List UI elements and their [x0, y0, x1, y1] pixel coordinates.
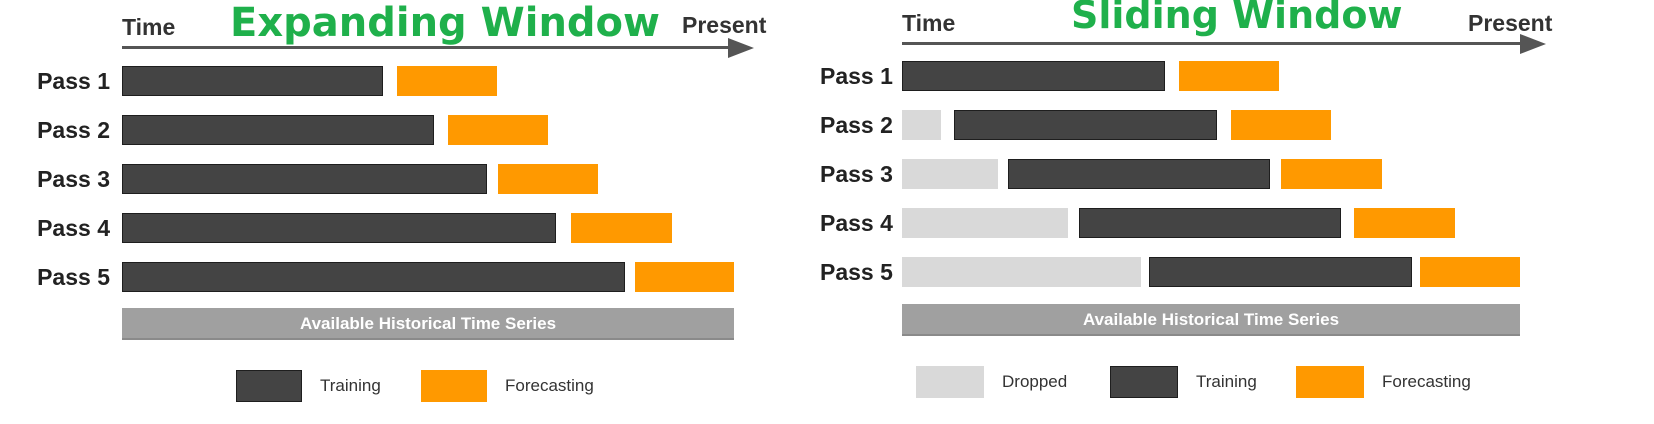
time-axis-line [902, 42, 1524, 45]
forecasting-segment [635, 262, 734, 292]
forecasting-segment [447, 115, 548, 145]
time-axis-arrowhead [1520, 34, 1546, 54]
legend-forecasting-swatch [421, 370, 487, 402]
training-segment [902, 61, 1165, 91]
pass-row: Pass 5 [820, 255, 1654, 289]
pass-label: Pass 3 [820, 161, 893, 187]
time-axis-line [122, 46, 728, 49]
training-segment [122, 164, 487, 194]
pass-label: Pass 5 [820, 259, 893, 285]
legend-training-swatch [236, 370, 302, 402]
pass-label: Pass 2 [37, 117, 110, 143]
pass-row: Pass 3 [0, 162, 820, 196]
training-segment [1007, 159, 1270, 189]
pass-row: Pass 4 [820, 206, 1654, 240]
history-bar: Available Historical Time Series [902, 304, 1520, 336]
forecasting-segment [1354, 208, 1456, 238]
legend-training-swatch [1110, 366, 1178, 398]
history-bar: Available Historical Time Series [122, 308, 734, 340]
forecasting-segment [1230, 110, 1332, 140]
training-segment [122, 115, 434, 145]
pass-label: Pass 1 [37, 68, 110, 94]
expanding-window-title: Expanding Window [230, 0, 660, 46]
legend-forecasting-label: Forecasting [505, 376, 594, 395]
pass-label: Pass 5 [37, 264, 110, 290]
pass-row: Pass 3 [820, 157, 1654, 191]
forecasting-segment [1281, 159, 1382, 189]
pass-label: Pass 2 [820, 112, 893, 138]
expanding-window-panel: Expanding Window Time Present Pass 1 Pass… [0, 0, 820, 424]
training-segment [953, 110, 1217, 140]
time-axis-end-label: Present [1468, 10, 1553, 36]
pass-row: Pass 2 [0, 113, 820, 147]
legend-dropped-label: Dropped [1002, 372, 1068, 391]
dropped-segment [902, 208, 1069, 238]
pass-row: Pass 1 [820, 59, 1654, 93]
forecasting-segment [1419, 257, 1520, 287]
pass-label: Pass 1 [820, 63, 893, 89]
forecasting-segment [396, 66, 497, 96]
legend-forecasting-swatch [1296, 366, 1364, 398]
training-segment [1079, 208, 1342, 238]
time-axis-start-label: Time [902, 10, 956, 36]
forecasting-segment [1178, 61, 1279, 91]
legend-training-label: Training [320, 376, 381, 395]
training-segment [122, 262, 626, 292]
dropped-segment [902, 257, 1142, 287]
training-segment [122, 66, 384, 96]
legend-training-label: Training [1196, 372, 1257, 391]
pass-row: Pass 1 [0, 64, 820, 98]
forecasting-segment [497, 164, 599, 194]
training-segment [122, 213, 556, 243]
legend-forecasting-label: Forecasting [1382, 372, 1471, 391]
pass-row: Pass 5 [0, 260, 820, 294]
time-axis-end-label: Present [682, 12, 767, 38]
sliding-window-panel: Sliding Window Time Present Pass 1 Pass 2… [820, 0, 1654, 424]
forecasting-segment [571, 213, 673, 243]
legend-dropped-swatch [916, 366, 984, 398]
dropped-segment [902, 110, 941, 140]
pass-row: Pass 2 [820, 108, 1654, 142]
time-axis-start-label: Time [122, 14, 176, 40]
pass-row: Pass 4 [0, 211, 820, 245]
time-axis-arrowhead [728, 38, 754, 58]
pass-label: Pass 3 [37, 166, 110, 192]
pass-label: Pass 4 [37, 215, 110, 241]
training-segment [1148, 257, 1412, 287]
sliding-window-title: Sliding Window [1071, 0, 1403, 37]
pass-label: Pass 4 [820, 210, 893, 236]
dropped-segment [902, 159, 998, 189]
